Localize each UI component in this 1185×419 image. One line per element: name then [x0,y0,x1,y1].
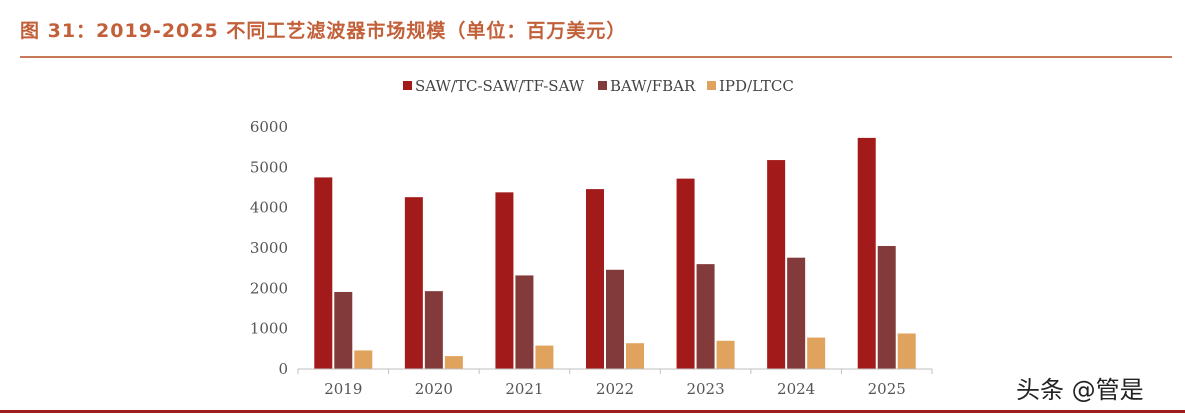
y-tick-label: 1000 [250,320,288,338]
legend-swatch-baw-fbar [598,81,607,90]
bar-baw-fbar-2024 [787,257,806,369]
bar-baw-fbar-2023 [696,264,715,369]
bar-ipd-ltcc-2024 [807,337,826,369]
bar-ipd-ltcc-2022 [626,343,644,369]
x-tick-label: 2023 [686,380,724,398]
bar-ipd-ltcc-2021 [535,345,554,369]
bar-saw-tc-saw-tf-saw-2024 [767,160,786,369]
legend-swatch-ipd-ltcc [707,81,716,90]
bar-ipd-ltcc-2020 [444,356,463,369]
title-divider [20,56,1172,58]
bar-saw-tc-saw-tf-saw-2022 [586,189,604,369]
bar-baw-fbar-2022 [606,269,624,369]
bar-baw-fbar-2019 [334,291,353,369]
bar-baw-fbar-2025 [877,245,896,369]
bar-ipd-ltcc-2023 [716,340,735,369]
x-tick-label: 2020 [415,380,453,398]
chart-legend: SAW/TC-SAW/TF-SAW BAW/FBAR IPD/LTCC [403,77,794,95]
bar-saw-tc-saw-tf-saw-2019 [314,177,333,369]
bar-baw-fbar-2021 [515,275,534,369]
bar-saw-tc-saw-tf-saw-2020 [404,197,423,369]
watermark-text: 头条 @管是 [1016,376,1144,404]
bar-ipd-ltcc-2025 [897,333,916,369]
y-tick-label: 0 [278,360,288,378]
y-axis-ticks: 0 1000 2000 3000 4000 5000 6000 [250,118,288,378]
bar-baw-fbar-2020 [424,291,443,369]
y-tick-label: 4000 [250,199,288,217]
figure-title: 图 31：2019-2025 不同工艺滤波器市场规模（单位：百万美元） [20,20,627,42]
bar-saw-tc-saw-tf-saw-2023 [676,178,695,369]
x-tick-label: 2022 [596,380,634,398]
bar-saw-tc-saw-tf-saw-2021 [495,192,514,369]
bar-group [314,137,916,369]
y-tick-label: 2000 [250,279,288,297]
y-tick-label: 3000 [250,239,288,257]
y-tick-label: 6000 [250,118,288,136]
legend-label-saw-tc-saw-tf-saw: SAW/TC-SAW/TF-SAW [415,77,585,95]
x-axis: 2019 2020 2021 2022 2023 2024 2025 [297,368,933,398]
bar-saw-tc-saw-tf-saw-2025 [857,137,876,369]
x-tick-label: 2025 [868,380,906,398]
legend-label-baw-fbar: BAW/FBAR [610,77,696,95]
x-tick-label: 2019 [324,380,362,398]
legend-swatch-saw-tc-saw-tf-saw [403,81,412,90]
bar-ipd-ltcc-2019 [354,350,373,369]
bottom-divider [0,410,1185,413]
x-tick-label: 2024 [777,380,815,398]
x-tick-label: 2021 [505,380,543,398]
y-tick-label: 5000 [250,158,288,176]
legend-label-ipd-ltcc: IPD/LTCC [719,77,794,95]
